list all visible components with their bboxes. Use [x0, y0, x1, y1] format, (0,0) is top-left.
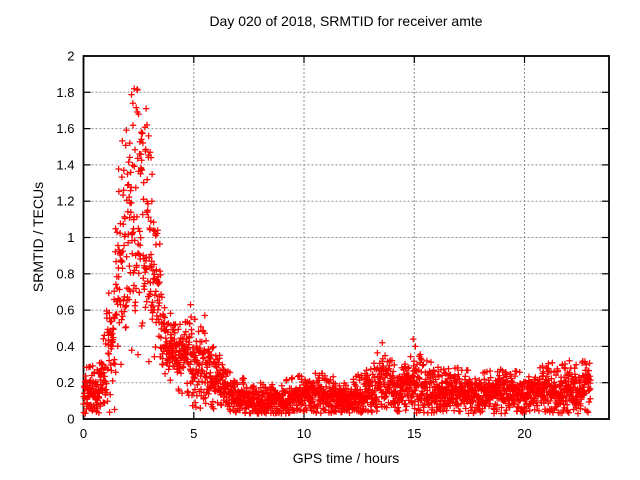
y-tick-label: 1.6 — [56, 121, 74, 136]
y-tick-label: 0.8 — [56, 266, 74, 281]
y-tick-label: 1 — [67, 230, 74, 245]
y-tick-label: 0.4 — [56, 339, 74, 354]
plot-border — [82, 55, 610, 420]
y-tick-label: 0.2 — [56, 375, 74, 390]
x-tick-label: 10 — [297, 426, 311, 441]
y-tick-labels: 0 0.2 0.4 0.6 0.8 1 1.2 1.4 1.6 1.8 2 — [56, 49, 74, 427]
x-tick-label: 5 — [190, 426, 197, 441]
x-tick-label: 20 — [517, 426, 531, 441]
y-tick-label: 0 — [67, 412, 74, 427]
y-tick-label: 1.8 — [56, 85, 74, 100]
x-tick-label: 0 — [80, 426, 87, 441]
chart-title: Day 020 of 2018, SRMTID for receiver amt… — [209, 13, 483, 29]
y-tick-label: 0.6 — [56, 303, 74, 318]
x-tick-label: 15 — [407, 426, 421, 441]
y-tick-label: 1.4 — [56, 157, 74, 172]
y-tick-label: 1.2 — [56, 194, 74, 209]
y-tick-label: 2 — [67, 49, 74, 64]
data-points — [80, 85, 594, 417]
x-axis-label: GPS time / hours — [292, 450, 400, 466]
x-tick-labels: 0 5 10 15 20 — [80, 426, 532, 441]
